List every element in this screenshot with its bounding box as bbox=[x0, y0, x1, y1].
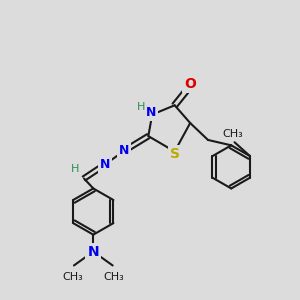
Text: H: H bbox=[70, 164, 79, 174]
Text: S: S bbox=[170, 147, 180, 161]
Text: CH₃: CH₃ bbox=[62, 272, 83, 282]
Text: N: N bbox=[119, 144, 130, 157]
Text: N: N bbox=[88, 244, 99, 259]
Text: CH₃: CH₃ bbox=[104, 272, 124, 282]
Text: O: O bbox=[184, 77, 196, 91]
Text: N: N bbox=[100, 158, 110, 171]
Text: CH₃: CH₃ bbox=[223, 129, 243, 139]
Text: N: N bbox=[146, 106, 156, 119]
Text: H: H bbox=[137, 102, 146, 112]
